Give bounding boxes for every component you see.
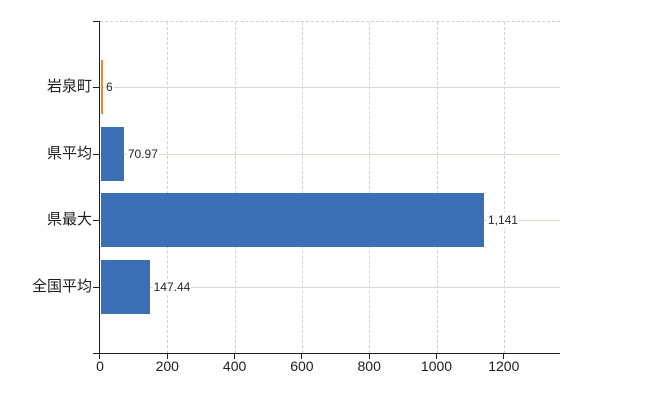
y-axis-tick	[92, 87, 99, 89]
horizontal-gridline	[100, 153, 560, 155]
bar-value-label: 70.97	[126, 145, 159, 162]
vertical-gridline	[234, 22, 236, 353]
x-tick-label: 1000	[420, 358, 453, 374]
bar-prefecture-average	[100, 126, 125, 181]
vertical-gridline	[503, 22, 505, 353]
x-axis-line	[92, 353, 560, 355]
vertical-gridline	[167, 22, 169, 353]
x-axis-tick	[301, 354, 303, 359]
y-axis-end-tick	[92, 21, 100, 22]
x-tick-label: 200	[155, 358, 179, 374]
x-axis-tick	[368, 354, 370, 359]
x-axis-tick	[503, 354, 505, 359]
vertical-gridline	[301, 22, 303, 353]
category-label: 県平均	[46, 144, 92, 162]
bar-value-label: 1,141	[486, 212, 519, 229]
x-tick-label: 800	[357, 358, 381, 374]
x-axis-tick	[233, 354, 235, 359]
y-axis-line	[98, 21, 100, 354]
horizontal-gridline	[100, 286, 560, 288]
y-axis-tick	[92, 220, 99, 222]
bar-value-label: 6	[105, 79, 114, 96]
category-label: 全国平均	[31, 277, 92, 295]
horizontal-gridline	[100, 87, 560, 89]
x-axis-tick	[99, 354, 101, 359]
category-label: 岩泉町	[46, 78, 92, 96]
x-tick-label: 400	[222, 358, 247, 374]
y-axis-tick	[92, 286, 99, 288]
bar-national-average	[100, 259, 151, 314]
bar-value-label: 147.44	[152, 278, 192, 295]
y-axis-tick	[92, 153, 99, 155]
vertical-gridline	[369, 22, 371, 353]
category-label: 県最大	[46, 211, 92, 229]
x-tick-label: 600	[290, 358, 314, 374]
bar-iwaizumi-town	[100, 60, 103, 115]
vertical-gridline	[436, 22, 438, 353]
x-tick-label: 0	[96, 358, 104, 374]
plot-area-top-border	[100, 21, 560, 22]
x-tick-label: 1200	[488, 358, 520, 374]
bar-prefecture-max	[100, 193, 485, 248]
x-axis-tick	[166, 354, 168, 359]
x-axis-tick	[435, 354, 437, 359]
